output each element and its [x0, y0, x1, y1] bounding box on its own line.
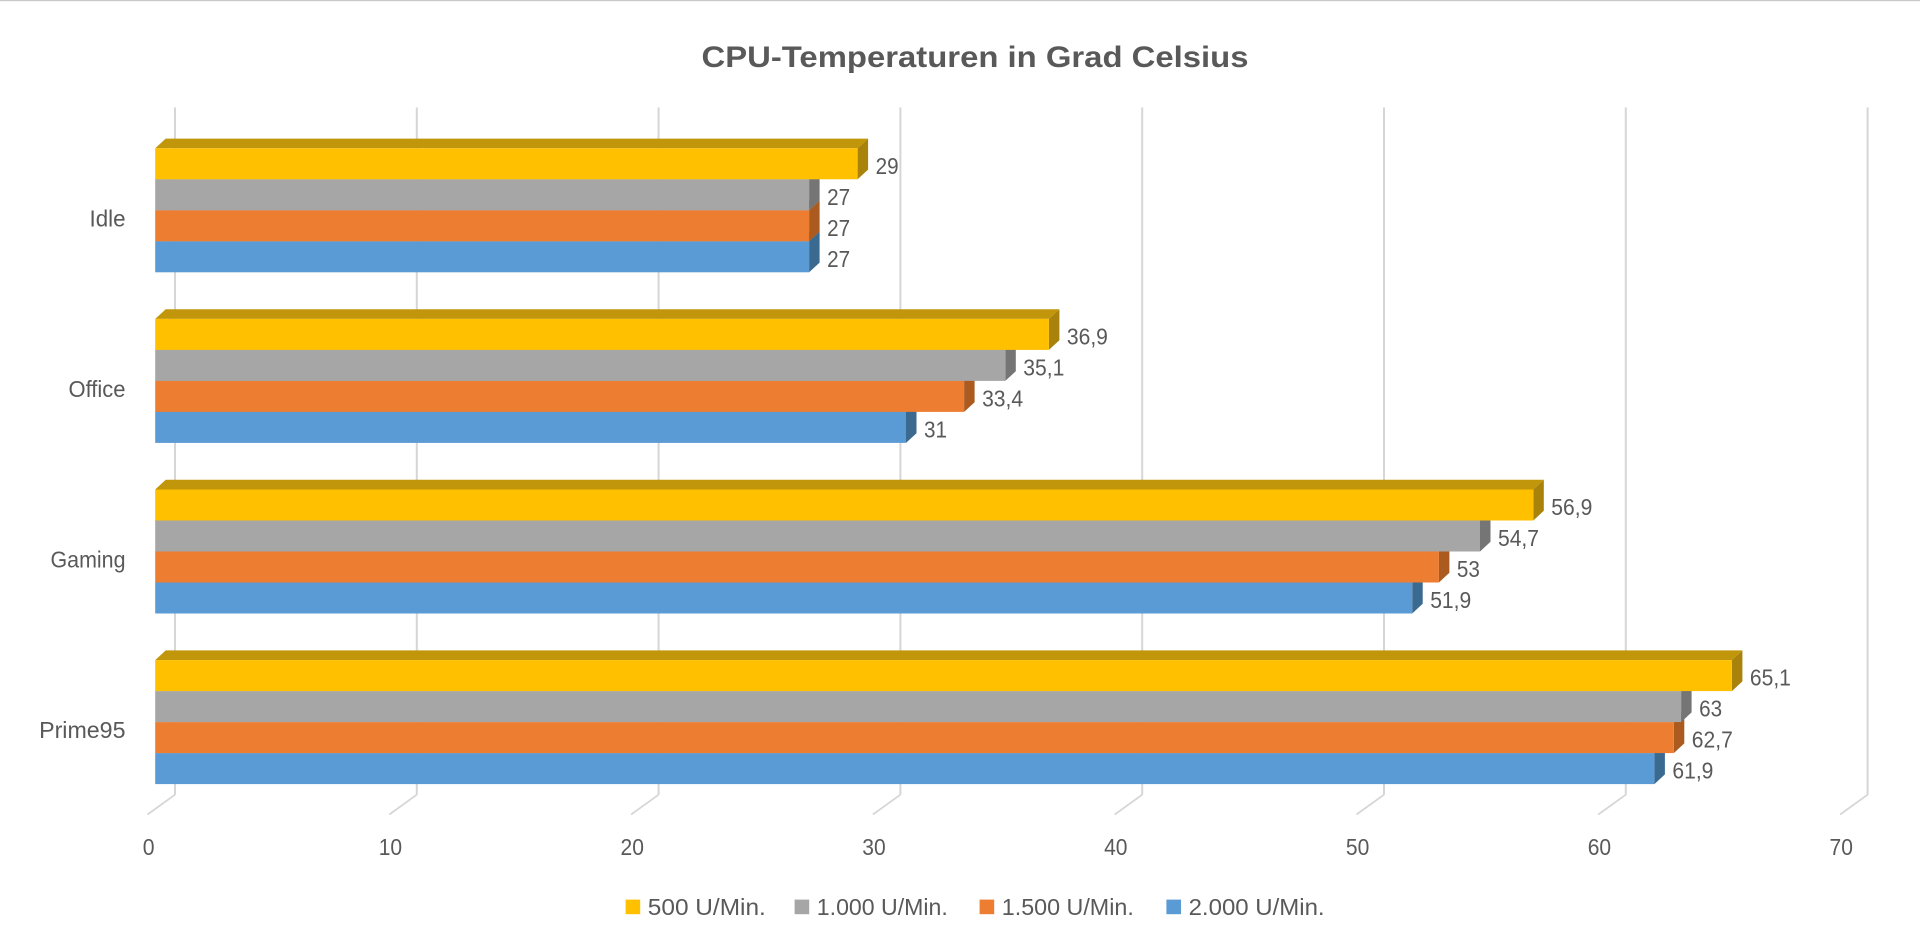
svg-text:62,7: 62,7: [1692, 727, 1733, 753]
svg-text:50: 50: [1346, 834, 1369, 860]
svg-text:65,1: 65,1: [1750, 665, 1791, 691]
svg-text:2.000 U/Min.: 2.000 U/Min.: [1189, 894, 1325, 920]
svg-text:63: 63: [1699, 696, 1722, 722]
svg-text:30: 30: [862, 834, 885, 860]
svg-text:36,9: 36,9: [1067, 323, 1108, 349]
svg-text:10: 10: [379, 834, 402, 860]
svg-text:35,1: 35,1: [1023, 354, 1064, 380]
svg-text:1.500 U/Min.: 1.500 U/Min.: [1002, 894, 1134, 920]
svg-text:Idle: Idle: [90, 205, 126, 231]
svg-text:31: 31: [924, 416, 947, 442]
svg-text:70: 70: [1830, 834, 1853, 860]
svg-text:0: 0: [143, 834, 155, 860]
svg-text:33,4: 33,4: [982, 385, 1023, 411]
svg-text:51,9: 51,9: [1430, 587, 1471, 613]
svg-text:20: 20: [621, 834, 644, 860]
svg-text:61,9: 61,9: [1672, 758, 1713, 784]
svg-text:27: 27: [827, 184, 850, 210]
svg-text:500 U/Min.: 500 U/Min.: [648, 894, 766, 920]
svg-text:53: 53: [1457, 556, 1480, 582]
svg-text:CPU-Temperaturen in Grad Celsi: CPU-Temperaturen in Grad Celsius: [702, 41, 1249, 74]
svg-text:27: 27: [827, 215, 850, 241]
svg-text:29: 29: [876, 153, 899, 179]
svg-text:Gaming: Gaming: [51, 547, 126, 573]
svg-text:Office: Office: [69, 376, 126, 402]
svg-text:56,9: 56,9: [1551, 494, 1592, 520]
svg-text:1.000 U/Min.: 1.000 U/Min.: [817, 894, 948, 920]
svg-text:60: 60: [1588, 834, 1611, 860]
svg-text:27: 27: [827, 246, 850, 272]
svg-text:Prime95: Prime95: [39, 717, 125, 743]
svg-text:54,7: 54,7: [1498, 525, 1539, 551]
svg-text:40: 40: [1104, 834, 1127, 860]
